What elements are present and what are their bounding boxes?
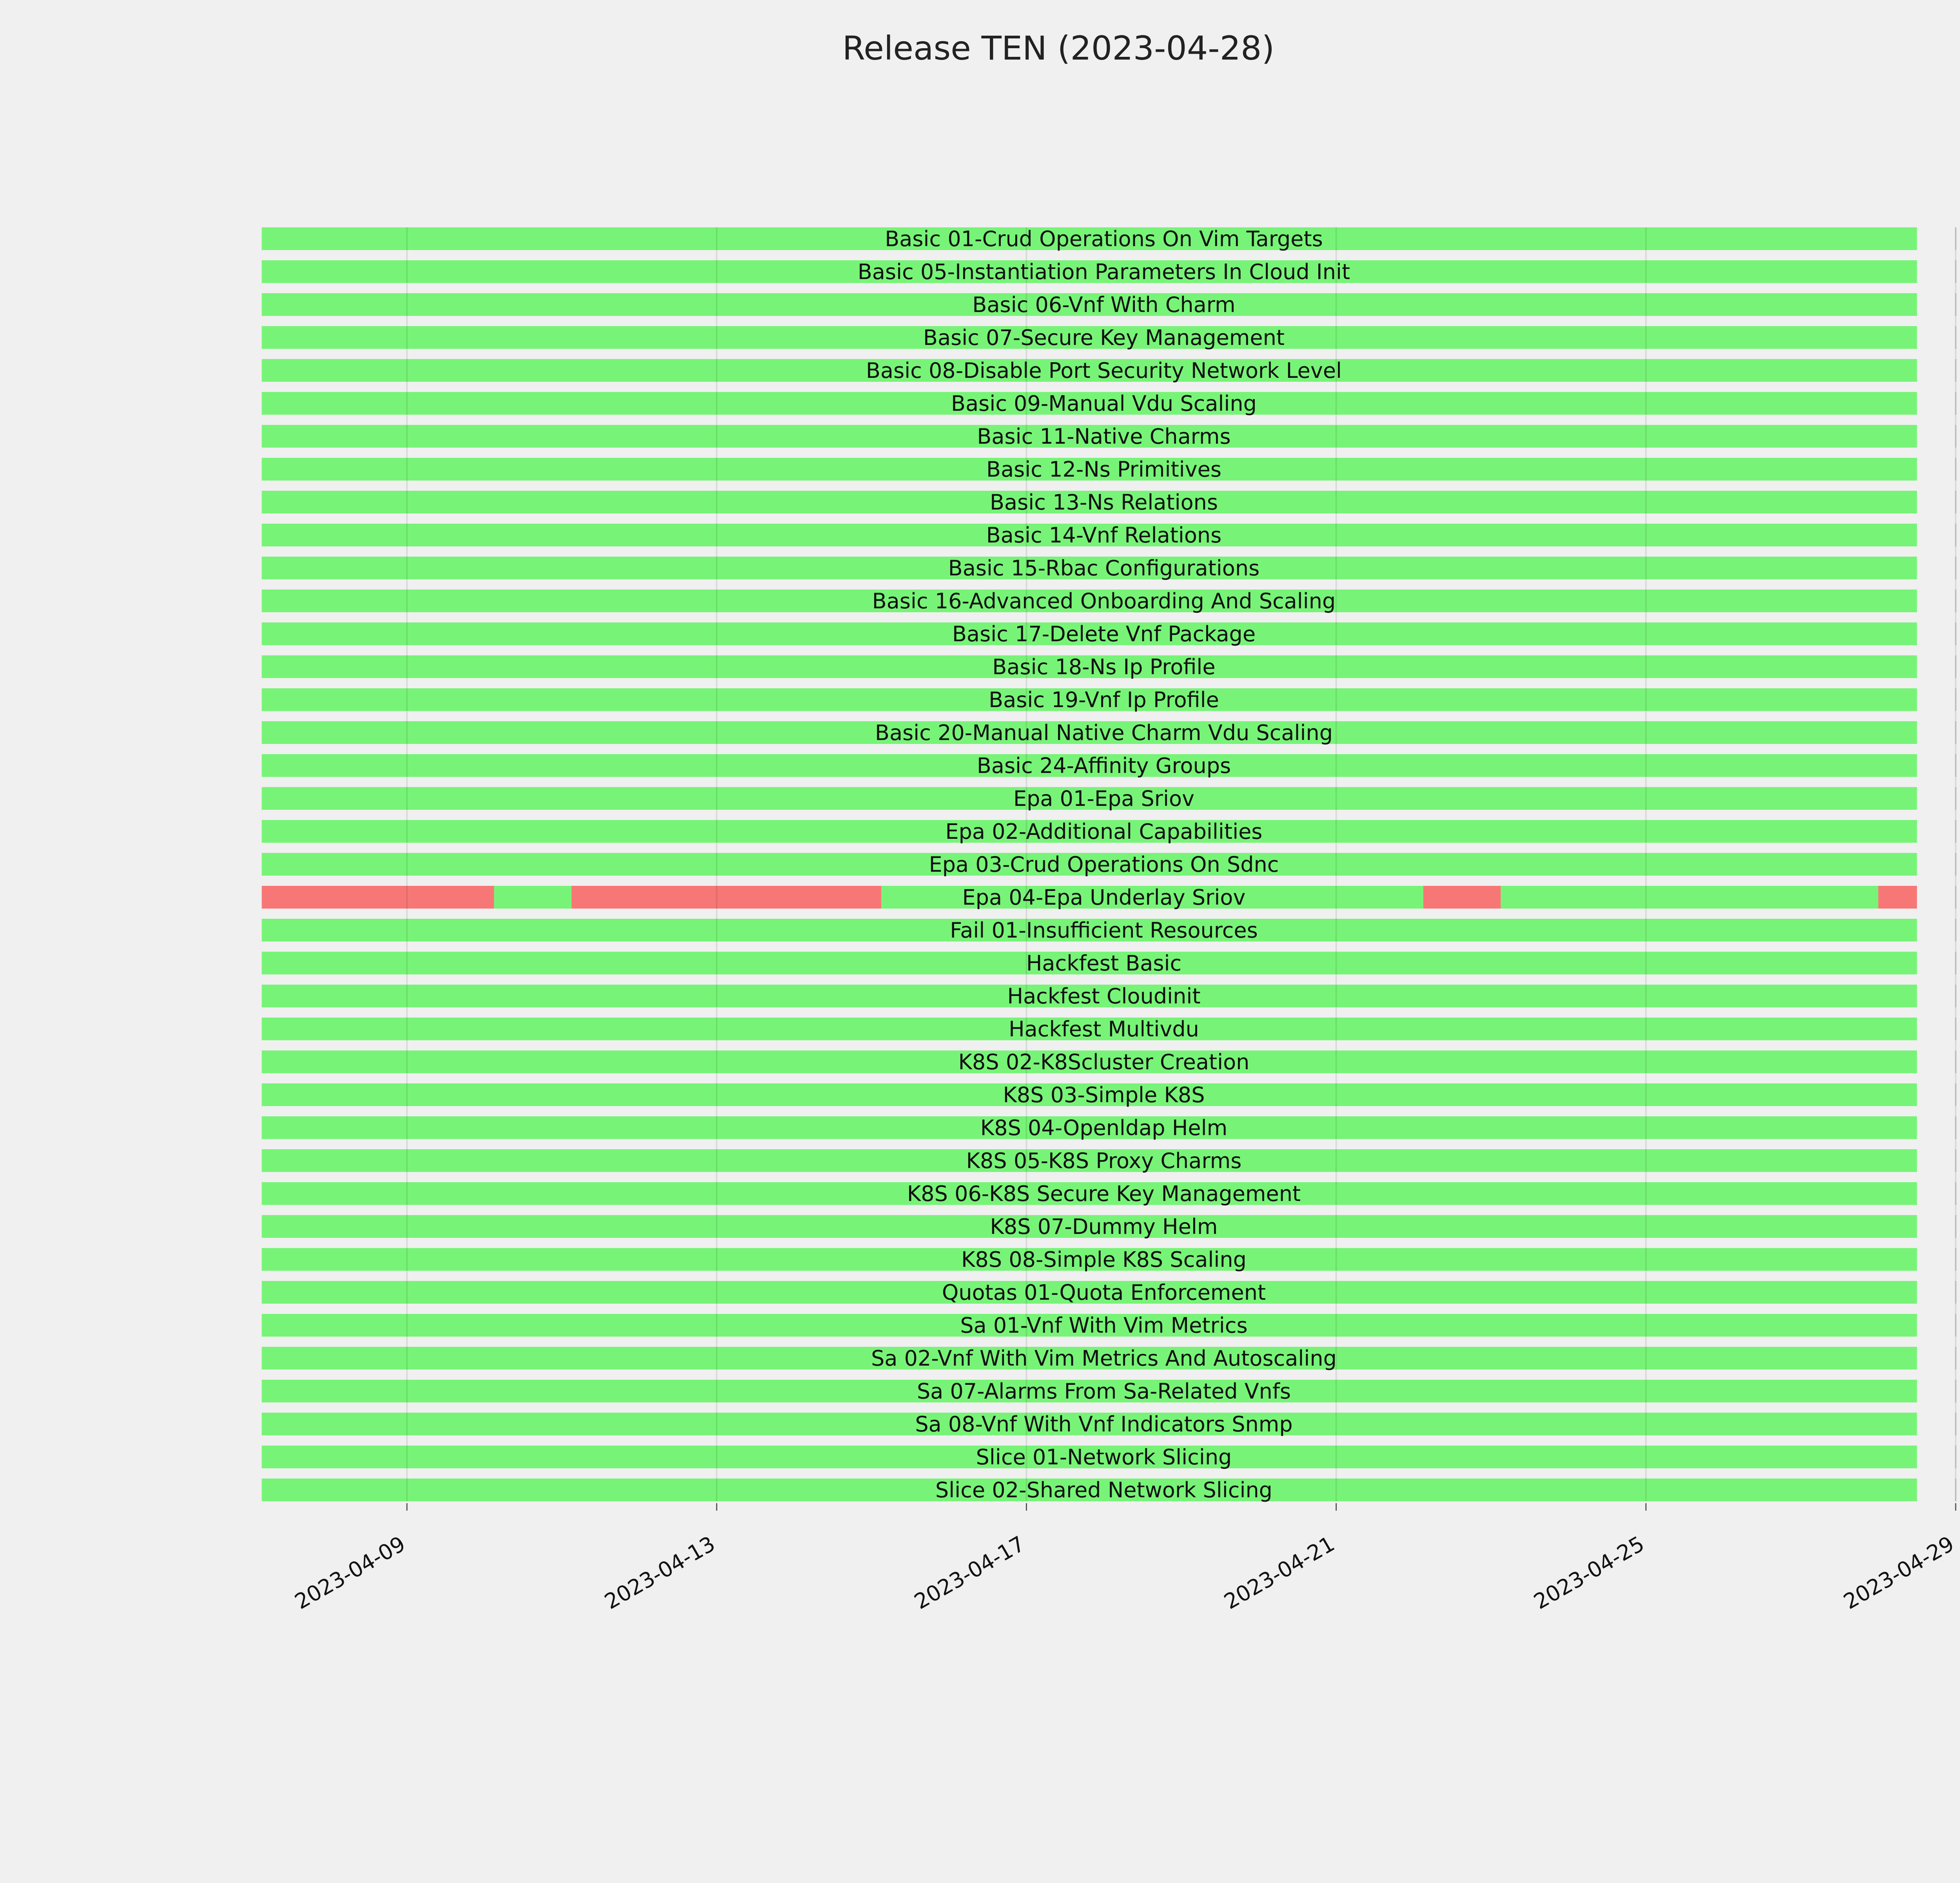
bar-segment-pass xyxy=(261,985,1917,1007)
row-label: Basic 01-Crud Operations On Vim Targets xyxy=(885,227,1323,251)
bar-segment-pass xyxy=(261,1314,1917,1337)
bar-segment-pass xyxy=(261,260,1917,283)
bar-segment-pass xyxy=(261,1018,1917,1040)
bar-segment-pass xyxy=(261,359,1917,382)
bar-segment-pass xyxy=(261,326,1917,349)
bars xyxy=(261,227,1917,1501)
row-label: Basic 06-Vnf With Charm xyxy=(972,292,1235,317)
row-label: Basic 12-Ns Primitives xyxy=(986,457,1221,482)
row-label: Basic 19-Vnf Ip Profile xyxy=(989,688,1219,712)
bar-segment-pass xyxy=(261,425,1917,448)
row-label: Basic 20-Manual Native Charm Vdu Scaling xyxy=(875,720,1333,745)
bar-segment-pass xyxy=(261,820,1917,843)
row-label: Sa 07-Alarms From Sa-Related Vnfs xyxy=(917,1379,1291,1404)
bar-segment-pass xyxy=(494,886,572,909)
row-label: Basic 18-Ns Ip Profile xyxy=(992,655,1215,679)
bar-segment-fail xyxy=(261,886,494,909)
row-label: K8S 05-K8S Proxy Charms xyxy=(966,1148,1242,1173)
bar-segment-fail xyxy=(1423,886,1501,909)
row-label: Basic 14-Vnf Relations xyxy=(986,523,1222,548)
row-label: Hackfest Cloudinit xyxy=(1007,984,1200,1009)
x-axis: 2023-04-09 2023-04-13 2023-04-17 2023-04-21… xyxy=(290,1503,1958,1614)
bar-segment-pass xyxy=(261,1347,1917,1370)
bar-segment-pass xyxy=(261,853,1917,876)
grid-lines xyxy=(406,227,1956,1501)
x-tick-label: 2023-04-17 xyxy=(910,1531,1029,1614)
x-tick-label: 2023-04-29 xyxy=(1839,1531,1958,1614)
bar-segment-pass xyxy=(261,1248,1917,1271)
bar-segment-pass xyxy=(261,491,1917,513)
bar-segment-pass xyxy=(261,1215,1917,1238)
row-label: K8S 06-K8S Secure Key Management xyxy=(907,1181,1301,1206)
row-label: Basic 11-Native Charms xyxy=(977,424,1230,449)
row-label: Basic 08-Disable Port Security Network L… xyxy=(866,358,1342,383)
row-label: Fail 01-Insufficient Resources xyxy=(950,918,1258,943)
bar-segment-pass xyxy=(261,1149,1917,1172)
row-label: K8S 03-Simple K8S xyxy=(1003,1083,1205,1107)
row-label: Slice 01-Network Slicing xyxy=(976,1445,1232,1469)
row-label: Basic 16-Advanced Onboarding And Scaling xyxy=(872,589,1336,613)
row-label: Basic 15-Rbac Configurations xyxy=(948,556,1259,581)
bar-segment-pass xyxy=(261,688,1917,711)
bar-segment-pass xyxy=(261,952,1917,974)
bar-segment-pass xyxy=(261,754,1917,777)
bar-segment-pass xyxy=(261,1478,1917,1501)
row-label: K8S 07-Dummy Helm xyxy=(990,1214,1218,1239)
bar-segment-pass xyxy=(261,1182,1917,1205)
row-label: Basic 07-Secure Key Management xyxy=(923,325,1285,350)
row-label: K8S 02-K8Scluster Creation xyxy=(958,1050,1250,1074)
row-label: K8S 08-Simple K8S Scaling xyxy=(961,1247,1247,1272)
bar-segment-pass xyxy=(261,590,1917,612)
row-label: Sa 01-Vnf With Vim Metrics xyxy=(960,1313,1247,1338)
bar-segment-pass xyxy=(261,919,1917,942)
x-tick-label: 2023-04-25 xyxy=(1530,1531,1648,1614)
x-tick-label: 2023-04-09 xyxy=(290,1531,409,1614)
bar-segment-pass xyxy=(261,1413,1917,1435)
bar-segment-pass xyxy=(261,524,1917,546)
bar-segment-pass xyxy=(261,721,1917,744)
bar-segment-fail xyxy=(1878,886,1917,909)
row-label: Sa 02-Vnf With Vim Metrics And Autoscali… xyxy=(871,1346,1337,1371)
bar-segment-fail xyxy=(571,886,882,909)
bar-segment-pass xyxy=(1501,886,1878,909)
row-label: Hackfest Multivdu xyxy=(1009,1017,1199,1041)
bar-segment-pass xyxy=(261,1116,1917,1139)
bar-segment-pass xyxy=(261,392,1917,415)
bar-segment-pass xyxy=(261,1380,1917,1402)
row-label: Basic 05-Instantiation Parameters In Clo… xyxy=(858,259,1350,284)
x-tick-label: 2023-04-13 xyxy=(600,1531,719,1614)
row-label: Hackfest Basic xyxy=(1026,951,1181,976)
row-label: Epa 04-Epa Underlay Sriov xyxy=(962,885,1246,910)
chart-title: Release TEN (2023-04-28) xyxy=(842,29,1275,67)
row-label: Basic 09-Manual Vdu Scaling xyxy=(951,391,1257,416)
bar-segment-pass xyxy=(261,1083,1917,1106)
row-label: Basic 13-Ns Relations xyxy=(990,490,1218,515)
bar-segment-pass xyxy=(261,622,1917,645)
bar-segment-pass xyxy=(881,886,1423,909)
row-label: Basic 17-Delete Vnf Package xyxy=(952,622,1256,646)
bar-segment-pass xyxy=(261,655,1917,678)
row-labels: Basic 01-Crud Operations On Vim Targets B… xyxy=(858,227,1350,1502)
bar-segment-pass xyxy=(261,293,1917,316)
bar-segment-pass xyxy=(261,1050,1917,1073)
bar-segment-pass xyxy=(261,787,1917,810)
row-label: K8S 04-Openldap Helm xyxy=(980,1116,1227,1140)
row-label: Epa 01-Epa Sriov xyxy=(1013,786,1194,811)
bar-segment-pass xyxy=(261,227,1917,250)
row-label: Epa 03-Crud Operations On Sdnc xyxy=(929,852,1279,877)
row-label: Epa 02-Additional Capabilities xyxy=(946,819,1263,844)
row-label: Sa 08-Vnf With Vnf Indicators Snmp xyxy=(915,1412,1292,1437)
bar-segment-pass xyxy=(261,458,1917,481)
bar-segment-pass xyxy=(261,1446,1917,1468)
row-label: Basic 24-Affinity Groups xyxy=(977,753,1231,778)
bar-segment-pass xyxy=(261,1281,1917,1304)
row-label: Quotas 01-Quota Enforcement xyxy=(942,1280,1266,1305)
x-tick-label: 2023-04-21 xyxy=(1220,1531,1339,1614)
bar-segment-pass xyxy=(261,557,1917,579)
row-label: Slice 02-Shared Network Slicing xyxy=(935,1478,1272,1502)
